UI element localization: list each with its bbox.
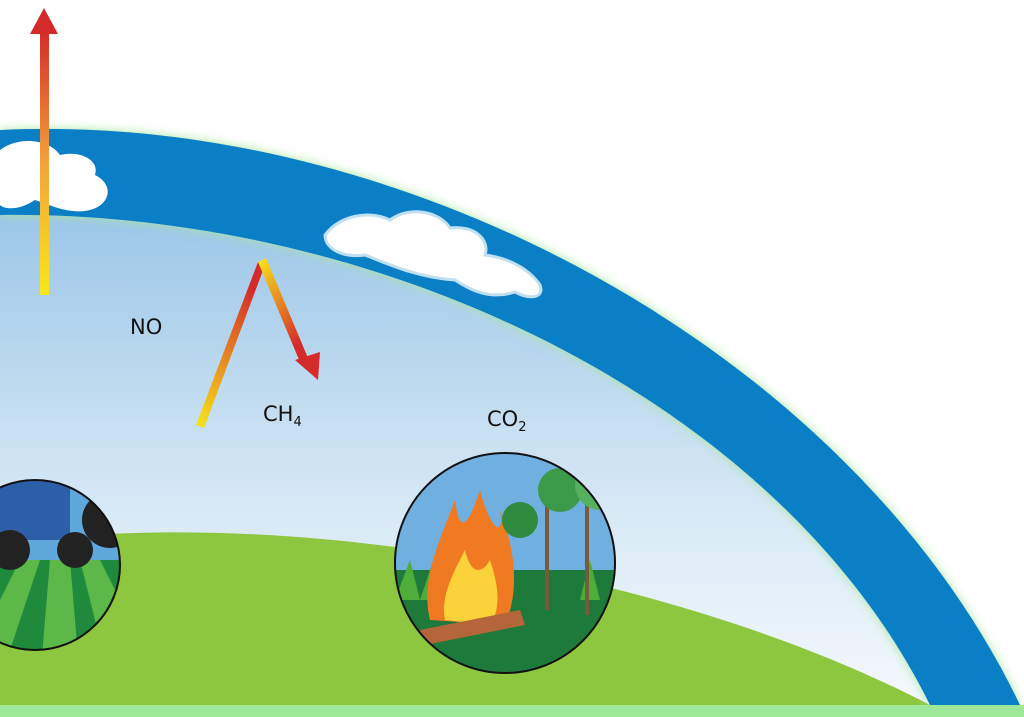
- arrowhead: [30, 8, 58, 34]
- gas-label-main: CO: [487, 407, 518, 431]
- illustration: NO CH4 CO2: [0, 0, 1024, 717]
- gas-label-subscript: 2: [518, 420, 526, 435]
- gas-label: NO: [130, 315, 162, 339]
- ground-strip: [0, 705, 1024, 717]
- gas-label-subscript: 4: [293, 415, 301, 430]
- gas-label-main: CH: [263, 402, 293, 426]
- arrow-up: [40, 30, 49, 295]
